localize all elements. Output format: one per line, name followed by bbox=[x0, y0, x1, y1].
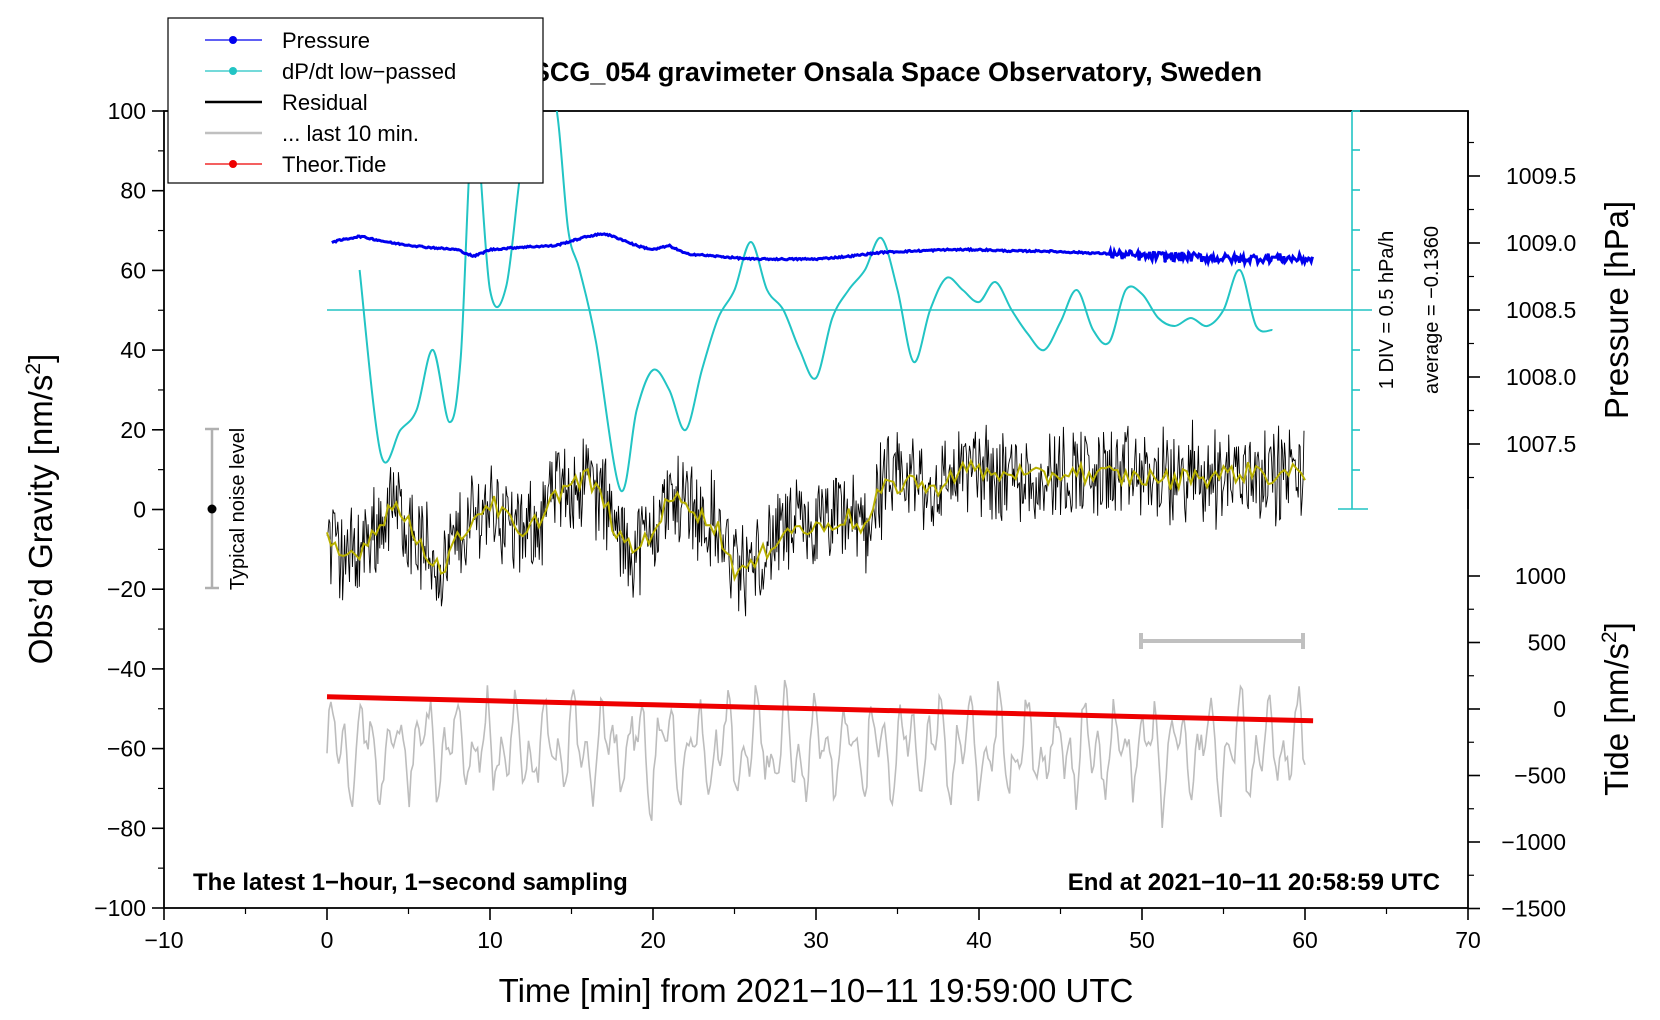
pressure-tick-label: 1007.5 bbox=[1506, 431, 1576, 457]
x-tick-label: 60 bbox=[1292, 927, 1318, 953]
noise-level-dot bbox=[207, 504, 217, 514]
y-tick-label: −60 bbox=[107, 736, 146, 762]
noise-level-label: Typical noise level bbox=[227, 428, 249, 590]
pressure-point bbox=[1280, 259, 1285, 264]
pressure-point bbox=[1128, 249, 1132, 253]
dpdt-scale-label: 1 DIV = 0.5 hPa/h bbox=[1376, 231, 1398, 389]
y-tick-label: −100 bbox=[94, 895, 146, 921]
residual-smoothed-trace bbox=[326, 458, 1306, 582]
pressure-point bbox=[1139, 254, 1144, 258]
legend-label: dP/dt low−passed bbox=[282, 59, 456, 84]
legend-label: Pressure bbox=[282, 28, 370, 53]
pressure-point bbox=[1269, 258, 1273, 263]
sampling-note: The latest 1−hour, 1−second sampling bbox=[193, 869, 628, 896]
pressure-point bbox=[1233, 258, 1238, 262]
pressure-axis: 1007.5 1008.0 1008.5 1009.0 1009.5 bbox=[1467, 111, 1576, 509]
pressure-tick-label: 1008.0 bbox=[1506, 364, 1576, 390]
pressure-point bbox=[1186, 251, 1191, 255]
x-axis-title: Time [min] from 2021−10−11 19:59:00 UTC bbox=[499, 972, 1134, 1009]
pressure-point bbox=[1257, 258, 1261, 263]
legend: Pressure dP/dt low−passed Residual ... last… bbox=[167, 17, 544, 184]
x-tick-label: 20 bbox=[640, 927, 666, 953]
x-tick-label: −10 bbox=[144, 927, 183, 953]
legend-marker bbox=[229, 67, 237, 75]
pressure-tick-label: 1009.0 bbox=[1506, 230, 1576, 256]
y-tick-label: 100 bbox=[108, 98, 146, 124]
y-tick-label: 80 bbox=[120, 178, 146, 204]
tide-line bbox=[326, 694, 1314, 724]
pressure-axis-title: Pressure [hPa] bbox=[1598, 201, 1635, 419]
pressure-tick-label: 1009.5 bbox=[1506, 163, 1576, 189]
tide-tick-label: 1000 bbox=[1515, 563, 1566, 589]
legend-label: Residual bbox=[282, 90, 368, 115]
x-tick-label: 50 bbox=[1129, 927, 1155, 953]
end-time-note: End at 2021−10−11 20:58:59 UTC bbox=[1068, 869, 1440, 896]
last-10-min-span bbox=[1139, 633, 1305, 649]
left-axis: −100 −80 −60 −40 −20 0 20 40 60 80 100 bbox=[94, 98, 164, 921]
legend-marker bbox=[229, 160, 237, 168]
pressure-point bbox=[1210, 257, 1214, 262]
tide-tick-label: 0 bbox=[1553, 696, 1566, 722]
pressure-point bbox=[1116, 252, 1120, 256]
tide-axis: −1500 −1000 −500 0 500 1000 bbox=[1468, 563, 1566, 922]
dpdt-average-label: average = −0.1360 bbox=[1421, 226, 1443, 394]
x-tick-label: 10 bbox=[477, 927, 503, 953]
legend-label: Theor.Tide bbox=[282, 152, 386, 177]
pressure-line bbox=[331, 232, 1314, 269]
x-tick-label: 40 bbox=[966, 927, 992, 953]
y-tick-label: 20 bbox=[120, 417, 146, 443]
tide-tick-label: −1500 bbox=[1501, 896, 1566, 922]
pressure-point bbox=[1222, 255, 1226, 260]
pressure-point bbox=[1245, 258, 1250, 263]
left-axis-title: Obs’d Gravity [nm/s2] bbox=[22, 354, 59, 665]
y-tick-label: −80 bbox=[107, 815, 146, 841]
dpdt-scale-bar bbox=[1338, 110, 1368, 510]
pressure-point bbox=[1163, 259, 1167, 263]
pressure-trace bbox=[331, 232, 1314, 269]
pressure-point bbox=[1151, 250, 1156, 255]
tide-axis-title: Tide [nm/s2] bbox=[1598, 622, 1635, 796]
chart-title: SCG_054 gravimeter Onsala Space Observat… bbox=[532, 57, 1262, 87]
pressure-point bbox=[1198, 253, 1203, 257]
legend-marker bbox=[229, 36, 237, 44]
y-tick-label: 60 bbox=[120, 257, 146, 283]
pressure-tick-label: 1008.5 bbox=[1506, 297, 1576, 323]
y-tick-label: −40 bbox=[107, 656, 146, 682]
pressure-point bbox=[1175, 254, 1179, 258]
y-tick-label: 0 bbox=[133, 497, 146, 523]
tide-tick-label: −500 bbox=[1514, 763, 1566, 789]
residual-smoothed-line bbox=[326, 458, 1306, 582]
legend-box bbox=[167, 17, 544, 184]
legend-label: ... last 10 min. bbox=[282, 121, 419, 146]
y-tick-label: −20 bbox=[107, 576, 146, 602]
tide-tick-label: −1000 bbox=[1501, 829, 1566, 855]
y-tick-label: 40 bbox=[120, 337, 146, 363]
x-tick-label: 30 bbox=[803, 927, 829, 953]
tide-tick-label: 500 bbox=[1528, 630, 1566, 656]
x-tick-label: 70 bbox=[1455, 927, 1481, 953]
theor-tide-trace bbox=[326, 694, 1314, 724]
pressure-point bbox=[1304, 257, 1308, 261]
x-tick-label: 0 bbox=[321, 927, 334, 953]
pressure-point bbox=[1292, 256, 1296, 261]
x-axis: −10 0 10 20 30 40 50 60 70 bbox=[144, 908, 1481, 953]
